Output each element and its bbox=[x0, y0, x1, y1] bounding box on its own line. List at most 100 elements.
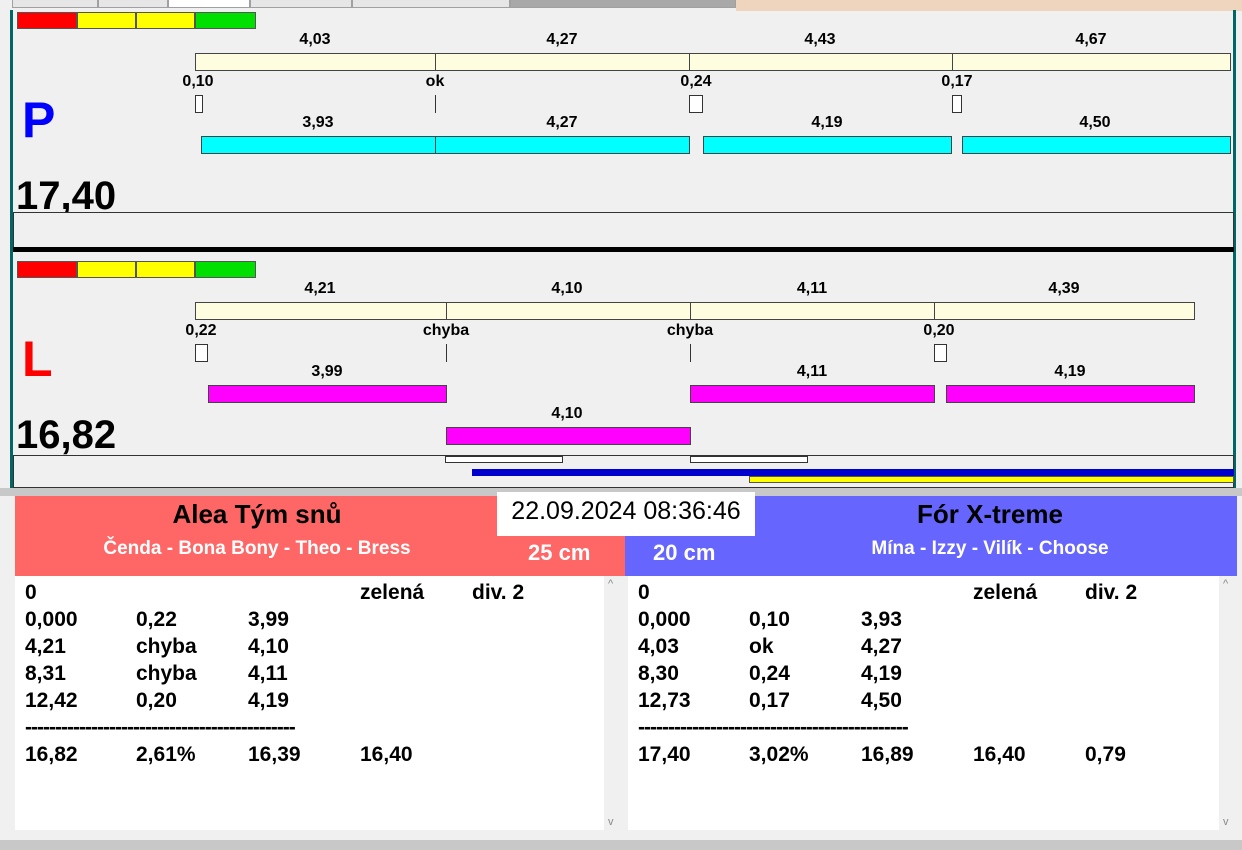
bottom-time-label: 4,27 bbox=[546, 114, 578, 131]
result-cell: 3,99 bbox=[248, 608, 289, 631]
team-name: Alea Tým snů bbox=[172, 499, 342, 529]
result-cell: 4,19 bbox=[861, 662, 902, 685]
scroll-down-icon[interactable]: v bbox=[1223, 816, 1229, 828]
scrollbar[interactable]: ^ v bbox=[604, 576, 622, 830]
result-summary: 16,89 bbox=[861, 743, 914, 766]
lane-total-time: 17,40 bbox=[16, 174, 117, 218]
reaction-box bbox=[689, 95, 703, 113]
bottom-time-label: 4,19 bbox=[811, 114, 843, 131]
result-summary: 16,40 bbox=[360, 743, 413, 766]
datetime-display: 22.09.2024 08:36:46 bbox=[497, 492, 755, 536]
status-bar bbox=[0, 840, 1242, 850]
result-cell: chyba bbox=[136, 662, 197, 685]
reaction-label: 0,10 bbox=[182, 73, 214, 90]
top-time-label: 4,21 bbox=[304, 280, 336, 297]
result-summary: 16,39 bbox=[248, 743, 301, 766]
reaction-box bbox=[934, 344, 947, 362]
result-cell: 0,24 bbox=[749, 662, 790, 685]
time-bar-bottom bbox=[962, 136, 1231, 154]
scroll-down-icon[interactable]: v bbox=[608, 816, 614, 828]
result-summary: 16,40 bbox=[973, 743, 1026, 766]
top-time-label: 4,11 bbox=[796, 280, 828, 297]
time-bar-bottom bbox=[201, 136, 436, 154]
start-light-yellow bbox=[77, 12, 136, 29]
result-cell: 12,42 bbox=[25, 689, 78, 712]
start-light-yellow bbox=[77, 261, 136, 278]
result-cell: 4,21 bbox=[25, 635, 66, 658]
result-cell: 0,20 bbox=[136, 689, 177, 712]
bottom-time-label: 4,19 bbox=[1054, 363, 1086, 380]
marker-box bbox=[445, 456, 563, 463]
bottom-time-label: 4,50 bbox=[1079, 114, 1111, 131]
time-bar-bottom bbox=[435, 136, 690, 154]
top-time-label: 4,39 bbox=[1048, 280, 1080, 297]
bottom-time-label: 4,11 bbox=[796, 363, 828, 380]
top-time-label: 4,10 bbox=[551, 280, 583, 297]
result-cell: 0,000 bbox=[638, 608, 691, 631]
time-bar-top bbox=[435, 53, 690, 71]
result-cell: chyba bbox=[136, 635, 197, 658]
result-summary: 16,82 bbox=[25, 743, 78, 766]
lanes-frame bbox=[10, 10, 1236, 488]
top-time-label: 4,43 bbox=[804, 31, 836, 48]
scroll-up-icon[interactable]: ^ bbox=[1223, 578, 1229, 590]
team-name: Fór X-treme bbox=[917, 499, 1063, 529]
team-left-results[interactable]: 0 zelená div. 2 0,000 0,22 3,99 4,21 chy… bbox=[15, 576, 622, 830]
tab-segment[interactable] bbox=[510, 0, 736, 8]
top-time-label: 4,67 bbox=[1075, 31, 1107, 48]
time-bar-top bbox=[690, 302, 935, 320]
time-bar-bottom bbox=[703, 136, 952, 154]
scrollbar[interactable]: ^ v bbox=[1219, 576, 1237, 830]
tab-segment[interactable] bbox=[12, 0, 98, 8]
lane-letter: P bbox=[22, 92, 56, 148]
top-time-label: 4,03 bbox=[299, 31, 331, 48]
lane-divider bbox=[13, 247, 1234, 252]
progress-line-yellow bbox=[749, 476, 1234, 483]
reaction-label: 0,22 bbox=[185, 322, 217, 339]
lane-letter: L bbox=[22, 331, 53, 387]
scroll-up-icon[interactable]: ^ bbox=[608, 578, 614, 590]
result-summary: 3,02% bbox=[749, 743, 809, 766]
result-cell: 4,03 bbox=[638, 635, 679, 658]
reaction-label: 0,17 bbox=[941, 73, 973, 90]
time-bar-top bbox=[934, 302, 1195, 320]
reaction-box bbox=[195, 344, 208, 362]
result-cell: 0,10 bbox=[749, 608, 790, 631]
result-header: div. 2 bbox=[1085, 581, 1138, 604]
reaction-tick bbox=[435, 95, 436, 113]
result-cell: 4,27 bbox=[861, 635, 902, 658]
top-time-label: 4,27 bbox=[546, 31, 578, 48]
tab-segment[interactable] bbox=[250, 0, 352, 8]
result-separator: ----------------------------------------… bbox=[25, 716, 296, 739]
time-bar-top bbox=[689, 53, 953, 71]
time-bar-top bbox=[952, 53, 1231, 71]
tab-segment[interactable] bbox=[352, 0, 510, 8]
result-header: zelená bbox=[973, 581, 1038, 604]
result-cell: 3,93 bbox=[861, 608, 902, 631]
result-cell: 8,30 bbox=[638, 662, 679, 685]
result-cell: 4,50 bbox=[861, 689, 902, 712]
reaction-label: 0,24 bbox=[680, 73, 712, 90]
tab-segment-active[interactable] bbox=[168, 0, 250, 8]
time-bar-top bbox=[195, 302, 447, 320]
start-light-green bbox=[195, 12, 256, 29]
result-cell: 4,11 bbox=[248, 662, 288, 685]
team-members: Mína - Izzy - Vilík - Choose bbox=[871, 538, 1109, 559]
time-bar-top bbox=[195, 53, 436, 71]
time-bar-bottom bbox=[690, 385, 935, 403]
status-strip bbox=[736, 0, 1242, 11]
reaction-label: chyba bbox=[666, 322, 714, 339]
start-light-yellow bbox=[136, 261, 195, 278]
start-light-red bbox=[17, 261, 77, 278]
result-cell: 4,19 bbox=[248, 689, 289, 712]
reaction-label: ok bbox=[425, 73, 445, 90]
tab-segment[interactable] bbox=[98, 0, 168, 8]
team-right-results[interactable]: 0 zelená div. 2 0,000 0,10 3,93 4,03 ok … bbox=[628, 576, 1237, 830]
team-distance: 25 cm bbox=[528, 540, 591, 565]
result-header: zelená bbox=[360, 581, 425, 604]
result-header: 0 bbox=[25, 581, 37, 604]
lane-total-time: 16,82 bbox=[16, 413, 117, 457]
result-cell: ok bbox=[749, 635, 774, 658]
result-cell: 0,17 bbox=[749, 689, 790, 712]
extra-time-label: 4,10 bbox=[551, 405, 583, 422]
